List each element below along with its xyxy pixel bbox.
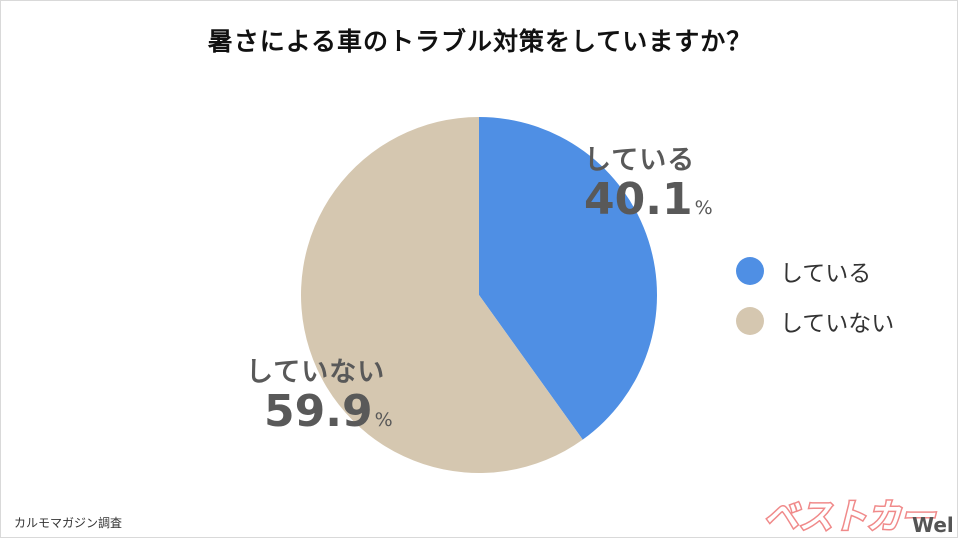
slice-label-yes-unit: % <box>694 197 713 219</box>
legend-label-yes: している <box>780 261 872 287</box>
slice-label-no-name: していない <box>246 357 386 388</box>
legend-swatch-no <box>736 307 764 335</box>
legend-item-yes: している <box>736 255 894 287</box>
legend-swatch-yes <box>736 257 764 285</box>
legend: している していない <box>736 255 894 355</box>
logo-text: ベストカー <box>764 497 936 536</box>
slice-label-no-unit: % <box>374 409 393 431</box>
chart-title: 暑さによる車のトラブル対策をしていますか？ <box>207 27 753 56</box>
legend-item-no: していない <box>736 305 894 337</box>
pie-slice-no <box>301 117 583 473</box>
slice-label-no-value: 59.9 <box>264 386 373 437</box>
pie-slice-yes <box>479 117 658 440</box>
slice-label-no: していない 59.9% <box>246 350 393 435</box>
bestcar-web-logo: ベストカー Web <box>763 496 953 537</box>
logo-sub-text: Web <box>912 513 952 536</box>
slice-label-yes: している 40.1% <box>584 138 713 223</box>
slice-label-yes-name: している <box>584 145 696 176</box>
slice-label-yes-value: 40.1 <box>584 174 693 225</box>
source-note: カルモマガジン調査 <box>14 516 123 530</box>
legend-label-no: していない <box>780 311 895 337</box>
